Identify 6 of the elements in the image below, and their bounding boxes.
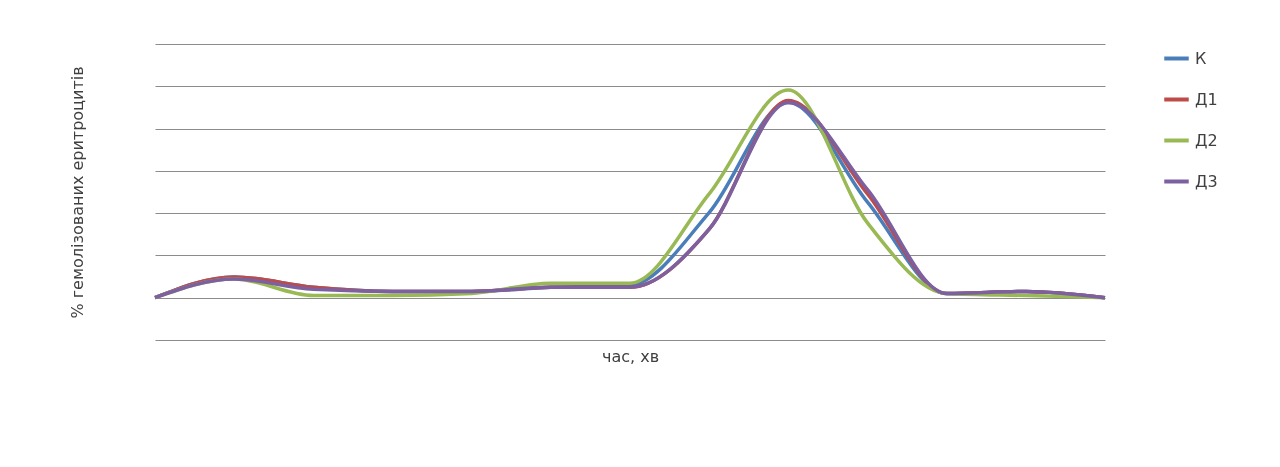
legend-label: Д3: [1195, 171, 1218, 191]
x-axis-title: час, хв: [601, 346, 660, 366]
legend-label: Д1: [1195, 89, 1218, 109]
legend-label: Д2: [1195, 130, 1218, 150]
y-axis-title: % гемолізованих еритроцитів: [67, 66, 87, 319]
legend-label: К: [1195, 48, 1207, 68]
